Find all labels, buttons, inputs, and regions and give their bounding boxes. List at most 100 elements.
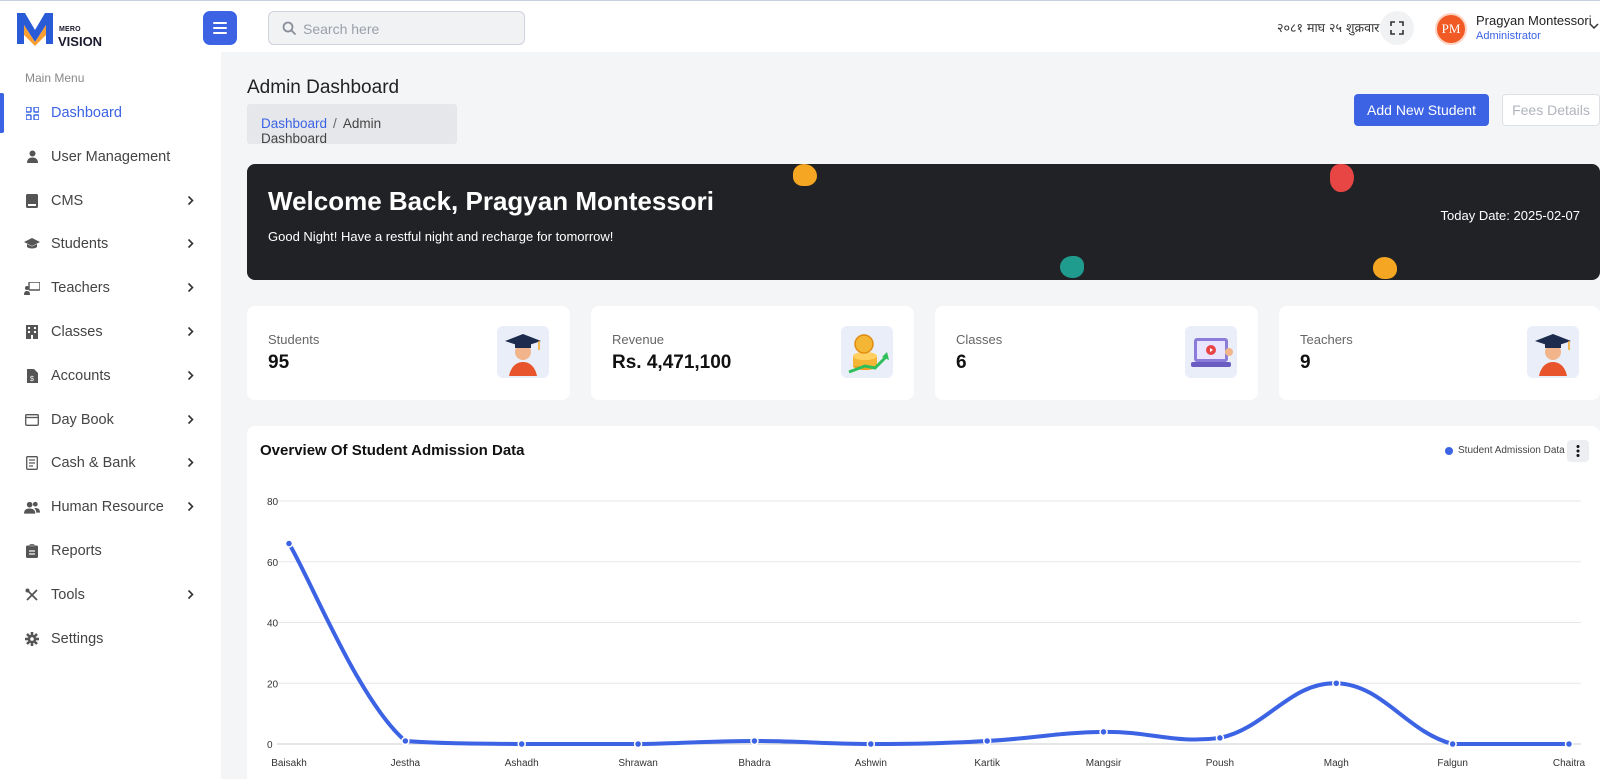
chevron-right-icon: [187, 502, 194, 512]
stat-value: 95: [268, 352, 290, 373]
chevron-right-icon: [187, 414, 194, 424]
x-tick-label: Jestha: [391, 758, 421, 769]
data-point: [1215, 733, 1225, 743]
sidebar-item-classes[interactable]: Classes: [0, 312, 221, 352]
sidebar-item-settings[interactable]: Settings: [0, 619, 221, 659]
chevron-right-icon: [187, 195, 194, 205]
file-invoice-icon: $: [24, 368, 40, 384]
grid-icon: [24, 105, 40, 121]
sidebar: Main Menu Dashboard User Management CMS Stu…: [0, 52, 221, 779]
chevron-down-icon[interactable]: [1589, 23, 1599, 30]
breadcrumb: Dashboard / Admin Dashboard: [247, 104, 457, 146]
menu-toggle-button[interactable]: [203, 11, 237, 45]
search-box: [268, 11, 525, 45]
sidebar-item-label: Teachers: [51, 280, 110, 297]
stat-card-students[interactable]: Students 95: [247, 306, 570, 400]
sidebar-item-cash-bank[interactable]: Cash & Bank: [0, 443, 221, 483]
data-point: [633, 739, 643, 749]
x-tick-label: Shrawan: [618, 758, 657, 769]
add-new-student-button[interactable]: Add New Student: [1354, 94, 1489, 126]
graduate-icon: [497, 326, 549, 378]
decorative-blob: [793, 164, 817, 186]
data-point: [866, 739, 876, 749]
user-name[interactable]: Pragyan Montessori: [1476, 13, 1592, 28]
users-icon: [24, 499, 40, 515]
breadcrumb-current: Admin Dashboard: [261, 116, 382, 146]
search-input[interactable]: [303, 19, 513, 39]
data-point: [1448, 739, 1457, 749]
laptop-class-icon: [1185, 326, 1237, 378]
sidebar-item-user-management[interactable]: User Management: [0, 137, 221, 177]
brand-small-text: MERO: [59, 26, 81, 33]
tools-icon: [24, 587, 40, 603]
sidebar-item-human-resource[interactable]: Human Resource: [0, 487, 221, 527]
y-tick-label: 40: [267, 619, 279, 630]
sidebar-item-day-book[interactable]: Day Book: [0, 400, 221, 440]
hamburger-icon: [213, 22, 227, 34]
gear-icon: [24, 631, 40, 647]
user-role: Administrator: [1476, 30, 1541, 42]
user-avatar[interactable]: PM: [1435, 13, 1467, 45]
data-point: [401, 736, 410, 746]
stat-card-classes[interactable]: Classes 6: [935, 306, 1258, 400]
sidebar-item-teachers[interactable]: Teachers: [0, 268, 221, 308]
decorative-blob: [1060, 256, 1084, 278]
stat-value: 9: [1300, 352, 1311, 373]
brand-logo[interactable]: MERO VISION: [15, 10, 107, 49]
sidebar-item-accounts[interactable]: $ Accounts: [0, 356, 221, 396]
x-tick-label: Mangsir: [1086, 758, 1122, 769]
user-icon: [24, 149, 40, 165]
logo-mark-icon: [17, 13, 53, 46]
sidebar-item-label: Human Resource: [51, 499, 164, 516]
x-tick-label: Falgun: [1437, 758, 1468, 769]
top-bar: MERO VISION २०८१ माघ २५ शुक्रवार PM Prag…: [0, 0, 1600, 52]
x-tick-label: Ashwin: [855, 758, 887, 769]
brand-name: VISION: [58, 34, 103, 49]
chevron-right-icon: [187, 239, 194, 249]
x-tick-label: Chaitra: [1553, 758, 1586, 769]
stat-label: Classes: [956, 332, 1003, 347]
data-point: [517, 739, 526, 749]
money-growth-icon: [841, 326, 893, 378]
chart-legend[interactable]: Student Admission Data: [1445, 445, 1565, 456]
sidebar-item-cms[interactable]: CMS: [0, 181, 221, 221]
x-tick-label: Kartik: [974, 758, 1001, 769]
data-point: [1332, 679, 1341, 688]
y-tick-label: 60: [267, 558, 279, 569]
stat-card-teachers[interactable]: Teachers 9: [1279, 306, 1600, 400]
fullscreen-icon: [1390, 21, 1404, 35]
chart-menu-button[interactable]: [1567, 440, 1589, 462]
nepali-date: २०८१ माघ २५ शुक्रवार: [1277, 20, 1380, 35]
clipboard-icon: [24, 543, 40, 559]
data-point: [1564, 739, 1574, 749]
chart-title: Overview Of Student Admission Data: [260, 442, 525, 459]
page-title: Admin Dashboard: [247, 77, 400, 98]
stat-label: Students: [268, 332, 320, 347]
receipt-icon: [24, 455, 40, 471]
chevron-right-icon: [187, 283, 194, 293]
sidebar-item-dashboard[interactable]: Dashboard: [0, 93, 221, 133]
more-vertical-icon: [1576, 445, 1580, 457]
sidebar-item-students[interactable]: Students: [0, 224, 221, 264]
chevron-right-icon: [187, 589, 194, 599]
sidebar-item-label: Tools: [51, 586, 85, 603]
stat-card-revenue[interactable]: Revenue Rs. 4,471,100: [591, 306, 914, 400]
breadcrumb-separator: /: [333, 116, 337, 131]
teacher-board-icon: [24, 280, 40, 296]
breadcrumb-link-dashboard[interactable]: Dashboard: [261, 116, 328, 131]
fees-details-button[interactable]: Fees Details: [1502, 94, 1600, 126]
active-indicator: [0, 93, 4, 133]
data-point: [750, 736, 759, 746]
window-icon: [24, 412, 40, 428]
x-tick-label: Magh: [1324, 758, 1349, 769]
chevron-right-icon: [187, 370, 194, 380]
sidebar-item-label: Students: [51, 236, 109, 253]
sidebar-item-reports[interactable]: Reports: [0, 531, 221, 571]
fullscreen-button[interactable]: [1380, 11, 1414, 45]
x-tick-label: Baisakh: [271, 758, 307, 769]
sidebar-item-label: User Management: [51, 148, 171, 165]
sidebar-title: Main Menu: [25, 71, 85, 85]
sidebar-item-tools[interactable]: Tools: [0, 575, 221, 615]
series-line: [287, 541, 1571, 747]
sidebar-item-label: Dashboard: [51, 105, 122, 121]
